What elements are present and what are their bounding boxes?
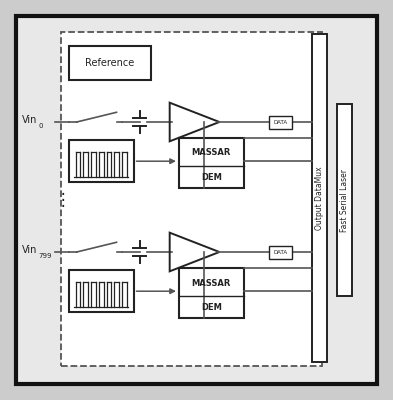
Text: 0: 0 <box>39 123 43 129</box>
FancyBboxPatch shape <box>69 140 134 182</box>
Text: DEM: DEM <box>201 302 222 312</box>
Text: Output DataMux: Output DataMux <box>316 166 324 230</box>
Text: Reference: Reference <box>85 58 135 68</box>
Text: ⋮: ⋮ <box>55 191 71 209</box>
Text: DATA: DATA <box>274 250 288 255</box>
FancyBboxPatch shape <box>179 138 244 188</box>
FancyBboxPatch shape <box>69 46 151 80</box>
FancyBboxPatch shape <box>269 116 292 129</box>
Text: DATA: DATA <box>274 120 288 125</box>
FancyBboxPatch shape <box>337 104 352 296</box>
Text: 799: 799 <box>39 253 52 259</box>
Text: Vin: Vin <box>22 245 37 255</box>
Text: MASSAR: MASSAR <box>191 278 231 288</box>
Text: MASSAR: MASSAR <box>191 148 231 158</box>
Text: Fast Serial Laser: Fast Serial Laser <box>340 168 349 232</box>
FancyBboxPatch shape <box>16 16 377 384</box>
FancyBboxPatch shape <box>69 270 134 312</box>
FancyBboxPatch shape <box>179 268 244 318</box>
Text: Vin: Vin <box>22 115 37 125</box>
FancyBboxPatch shape <box>61 32 322 366</box>
FancyBboxPatch shape <box>312 34 327 362</box>
FancyBboxPatch shape <box>269 246 292 259</box>
Text: DEM: DEM <box>201 172 222 182</box>
